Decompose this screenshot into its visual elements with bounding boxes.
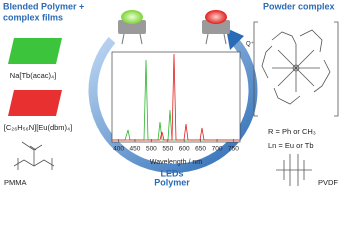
arrow-head: [226, 28, 244, 50]
x-axis-label: Wavelength / nm: [150, 159, 202, 166]
pvdf-structure: [276, 154, 312, 186]
x-tick-label: 450: [130, 146, 141, 153]
pmma-label: PMMA: [4, 178, 27, 187]
x-tick-label: 400: [113, 146, 124, 153]
polymer-label: Polymer: [154, 177, 190, 187]
pvdf-label: PVDF: [318, 178, 338, 187]
bracket: [253, 21, 339, 117]
red-spectrum: [112, 53, 240, 141]
red-film: [8, 90, 62, 116]
films-title: complex films: [3, 12, 63, 22]
cycle-arrow: [88, 37, 258, 173]
complex-structure: [261, 29, 331, 105]
x-tick-label: 650: [195, 146, 206, 153]
green-film: [8, 38, 62, 64]
x-tick-label: 600: [179, 146, 190, 153]
powder-title: Powder complex: [263, 1, 335, 11]
leds-label: LEDs: [160, 168, 183, 178]
green-led: [118, 10, 146, 45]
x-tick-label: 700: [212, 146, 223, 153]
x-tick-label: 750: [228, 146, 239, 153]
films-title: Blended Polymer +: [3, 1, 84, 11]
red-film-label: [C₂₆H₅₆N][Eu(dbm)₄]: [4, 123, 72, 132]
x-tick-label: 500: [146, 146, 157, 153]
green-film-label: Na[Tb(acac)₄]: [10, 71, 56, 80]
pmma-structure: [13, 141, 55, 170]
x-tick-label: 550: [162, 146, 173, 153]
red-led: [202, 10, 230, 45]
r-note: R = Ph or CH₃: [268, 127, 316, 136]
ln-note: Ln = Eu or Tb: [268, 141, 314, 150]
graphical-abstract: 400 450 500 550 600 650 700 750 Wavelength / nm…: [3, 1, 339, 187]
counter-ion: Q⁺: [246, 41, 254, 48]
